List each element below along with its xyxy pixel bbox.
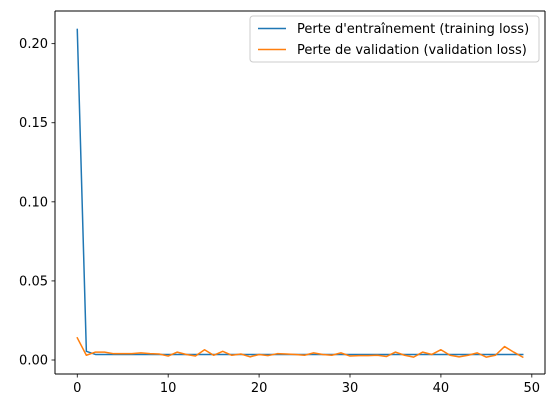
plot-area [55,11,545,374]
y-tick-label: 0.15 [19,116,48,131]
series-line-validation-loss [76,336,524,359]
y-axis-ticks: 0.00 0.05 0.10 0.15 0.20 [19,37,55,369]
legend-label-validation-loss: Perte de validation (validation loss) [297,43,527,58]
x-tick-label: 40 [433,381,450,396]
x-tick-label: 0 [73,381,81,396]
x-tick-label: 50 [524,381,541,396]
y-tick-label: 0.05 [19,274,48,289]
x-tick-label: 10 [160,381,177,396]
legend-box [249,15,540,63]
x-tick-label: 30 [342,381,359,396]
series-layer [76,28,524,359]
y-tick-label: 0.10 [19,195,48,210]
x-tick-label: 20 [251,381,268,396]
legend: Perte d'entraînement (training loss) Per… [249,15,540,63]
legend-label-training-loss: Perte d'entraînement (training loss) [297,22,529,37]
y-tick-label: 0.00 [19,354,48,369]
x-axis-ticks: 0 10 20 30 40 50 [73,374,540,396]
y-tick-label: 0.20 [19,37,48,52]
axes-layer [54,10,546,375]
